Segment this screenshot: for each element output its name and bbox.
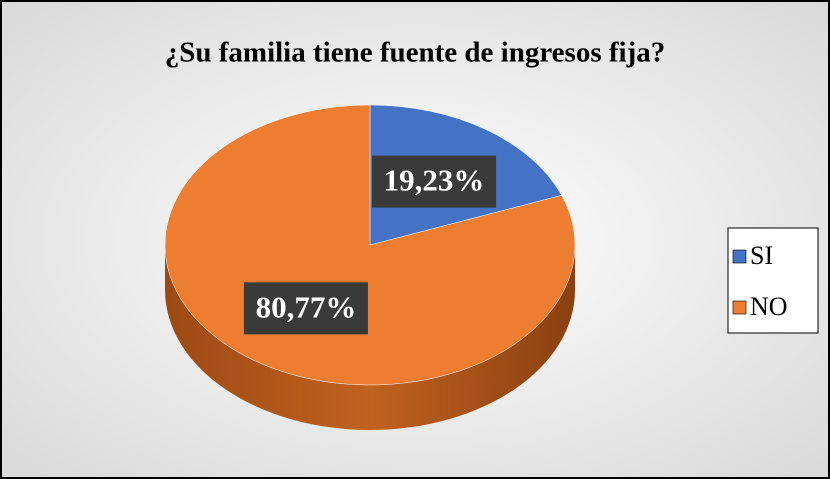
legend-swatch [732, 249, 747, 264]
data-label-bg [243, 282, 368, 335]
legend-box [727, 227, 819, 334]
data-label: 80,77% [256, 289, 357, 324]
chart-title: ¿Su familia tiene fuente de ingresos fij… [165, 37, 666, 69]
pie-side [165, 245, 575, 430]
legend-label: SI [750, 241, 773, 270]
legend-swatch [732, 300, 747, 315]
data-label-bg [372, 155, 497, 208]
data-label: 19,23% [384, 163, 485, 198]
legend-label: NO [750, 292, 788, 321]
